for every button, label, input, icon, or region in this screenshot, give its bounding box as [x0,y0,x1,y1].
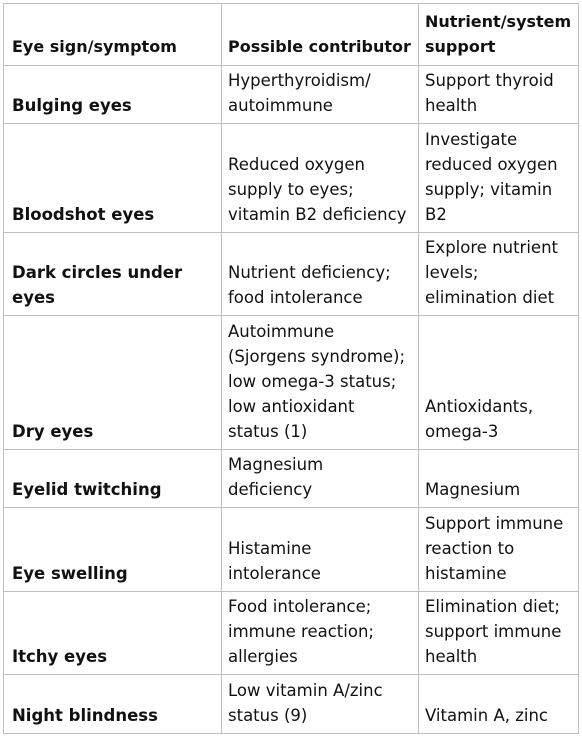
contributor-line: food intolerance [228,288,363,307]
row-contributor: Reduced oxygen supply to eyes; vitamin B… [221,123,419,233]
support-line: supply; vitamin [425,180,553,199]
row-contributor: Hyperthyroidism/ autoimmune [221,65,419,124]
contributor-line: Food intolerance; [228,597,372,616]
row-support: Vitamin A, zinc [418,674,579,734]
row-sign: Bulging eyes [3,65,222,124]
header-row: Eye sign/symptom Possible contributor Nu… [3,3,579,66]
support-line: Explore nutrient [425,238,558,257]
header-eye-sign: Eye sign/symptom [3,3,222,66]
row-sign: Eyelid twitching [3,449,222,508]
row-support: Elimination diet; support immune health [418,591,579,675]
row-support: Magnesium [418,449,579,508]
row-contributor: Nutrient deficiency; food intolerance [221,232,419,316]
contributor-line: vitamin B2 deficiency [228,205,407,224]
row-support: Support thyroid health [418,65,579,124]
row-support: Investigate reduced oxygen supply; vitam… [418,123,579,233]
contributor-line: (Sjorgens syndrome); [228,347,406,366]
table-row: Eye swelling Histamine intolerance Suppo… [3,507,579,592]
support-line: histamine [425,564,507,583]
row-contributor: Histamine intolerance [221,507,419,592]
support-line: Vitamin A, zinc [425,706,549,725]
contributor-line: status (9) [228,706,308,725]
support-line: Support thyroid [425,71,554,90]
contributor-line: Reduced oxygen [228,155,365,174]
support-line: B2 [425,205,447,224]
contributor-line: supply to eyes; [228,180,354,199]
header-possible-contributor: Possible contributor [221,3,419,66]
table-row: Dry eyes Autoimmune (Sjorgens syndrome);… [3,315,579,450]
table-row: Eyelid twitching Magnesium deficiency Ma… [3,449,579,508]
contributor-line: Nutrient deficiency; [228,263,391,282]
support-line: Support immune [425,514,564,533]
contributor-line: autoimmune [228,96,333,115]
table-row: Night blindness Low vitamin A/zinc statu… [3,674,579,734]
support-line: health [425,96,478,115]
contributor-line: immune reaction; [228,622,374,641]
support-line: elimination diet [425,288,555,307]
eye-signs-table: Eye sign/symptom Possible contributor Nu… [3,3,579,734]
support-line: health [425,647,478,666]
row-sign: Eye swelling [3,507,222,592]
row-contributor: Low vitamin A/zinc status (9) [221,674,419,734]
contributor-line: allergies [228,647,298,666]
support-line: Magnesium [425,480,521,499]
table-row: Dark circles under eyes Nutrient deficie… [3,232,579,316]
contributor-line: low omega-3 status; [228,372,397,391]
support-line: omega-3 [425,422,499,441]
support-line: Investigate [425,130,518,149]
contributor-line: Hyperthyroidism/ [228,71,371,90]
contributor-line: Magnesium [228,455,324,474]
contributor-line: status (1) [228,422,308,441]
row-support: Antioxidants, omega-3 [418,315,579,450]
support-line: levels; [425,263,479,282]
contributor-line: low antioxidant [228,397,355,416]
table-row: Bulging eyes Hyperthyroidism/ autoimmune… [3,65,579,124]
support-line: reduced oxygen [425,155,558,174]
contributor-line: Histamine [228,539,312,558]
row-contributor: Autoimmune (Sjorgens syndrome); low omeg… [221,315,419,450]
row-contributor: Magnesium deficiency [221,449,419,508]
header-nutrient-support: Nutrient/system support [418,3,579,66]
support-line: Elimination diet; [425,597,560,616]
contributor-line: Low vitamin A/zinc [228,681,383,700]
row-sign: Itchy eyes [3,591,222,675]
row-support: Explore nutrient levels; elimination die… [418,232,579,316]
header-nutrient-support-text: Nutrient/system support [425,12,572,56]
table-row: Bloodshot eyes Reduced oxygen supply to … [3,123,579,233]
table-row: Itchy eyes Food intolerance; immune reac… [3,591,579,675]
row-sign: Bloodshot eyes [3,123,222,233]
contributor-line: intolerance [228,564,321,583]
contributor-line: Autoimmune [228,322,335,341]
eye-signs-table-container: Eye sign/symptom Possible contributor Nu… [3,3,579,734]
row-sign: Night blindness [3,674,222,734]
support-line: Antioxidants, [425,397,534,416]
row-sign: Dry eyes [3,315,222,450]
contributor-line: deficiency [228,480,313,499]
row-sign: Dark circles under eyes [3,232,222,316]
row-support: Support immune reaction to histamine [418,507,579,592]
support-line: reaction to [425,539,515,558]
support-line: support immune [425,622,562,641]
row-contributor: Food intolerance; immune reaction; aller… [221,591,419,675]
